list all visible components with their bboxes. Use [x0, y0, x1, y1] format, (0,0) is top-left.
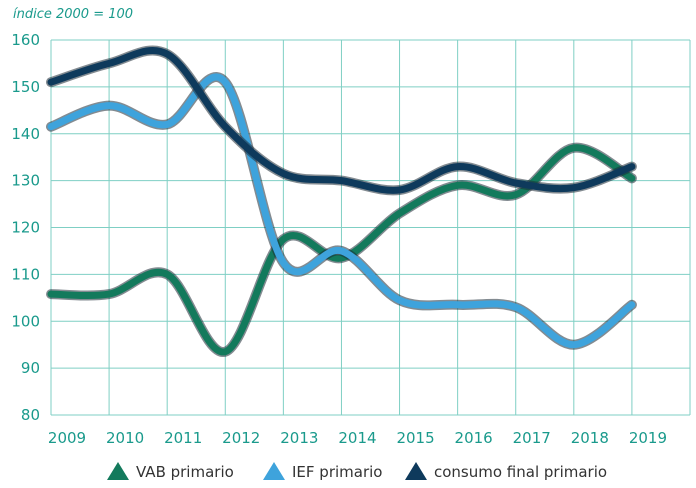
x-tick-label: 2014: [338, 429, 376, 447]
y-axis-unit-label: índice 2000 = 100: [13, 7, 133, 22]
legend-triangle-icon: [263, 462, 285, 480]
x-tick-label: 2012: [222, 429, 260, 447]
y-tick-label: 110: [11, 265, 40, 283]
y-tick-label: 140: [11, 125, 40, 143]
series-layer: [46, 45, 637, 357]
legend-item: VAB primario: [107, 462, 234, 481]
y-tick-label: 120: [11, 219, 40, 237]
y-tick-label: 100: [11, 312, 40, 330]
legend-item: IEF primario: [263, 462, 382, 481]
x-tick-label: 2010: [106, 429, 144, 447]
series-ief-primario: [46, 72, 637, 350]
y-tick-label: 160: [11, 31, 40, 49]
grid: [50, 39, 691, 416]
y-tick-label: 130: [11, 172, 40, 190]
legend: VAB primario IEF primario consumo final pr…: [107, 462, 607, 481]
legend-triangle-icon: [405, 462, 427, 480]
x-tick-label: 2017: [513, 429, 551, 447]
x-tick-label: 2013: [280, 429, 318, 447]
y-tick-label: 150: [11, 78, 40, 96]
y-tick-label: 90: [21, 359, 40, 377]
legend-triangle-icon: [107, 462, 129, 480]
x-axis-ticks: 2009 2010 2011 2012 2013 2014 2015 2016 2017 2018…: [48, 429, 667, 447]
y-axis-ticks: 80 90 100 110 120 130 140 150 160: [11, 31, 40, 424]
x-tick-label: 2011: [164, 429, 202, 447]
x-tick-label: 2019: [629, 429, 667, 447]
x-tick-label: 2016: [455, 429, 493, 447]
legend-label: IEF primario: [292, 463, 382, 481]
legend-label: consumo final primario: [434, 463, 607, 481]
legend-label: VAB primario: [136, 463, 234, 481]
series-line: [47, 46, 636, 194]
series-consumo-final-primario: [46, 45, 637, 196]
x-tick-label: 2018: [571, 429, 609, 447]
x-tick-label: 2015: [396, 429, 434, 447]
y-tick-label: 80: [21, 406, 40, 424]
x-tick-label: 2009: [48, 429, 86, 447]
series-line: [47, 73, 636, 349]
legend-item: consumo final primario: [405, 462, 607, 481]
